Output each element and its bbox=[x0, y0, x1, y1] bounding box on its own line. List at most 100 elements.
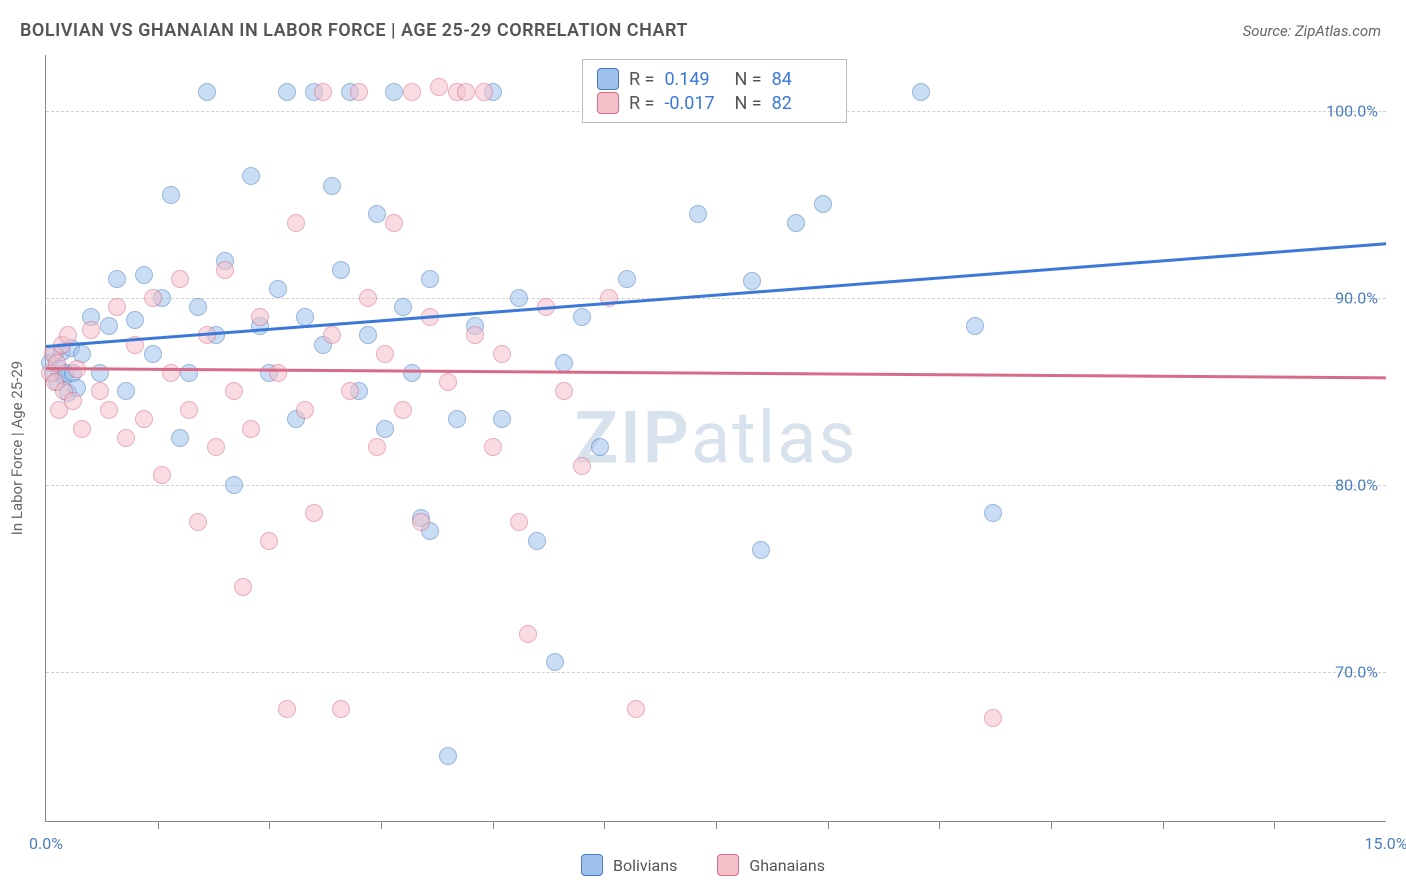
data-point-bolivians bbox=[242, 167, 260, 185]
y-axis-title: In Labor Force | Age 25-29 bbox=[8, 360, 26, 534]
source-attribution: Source: ZipAtlas.com bbox=[1243, 22, 1381, 40]
stats-swatch-ghanaians bbox=[597, 92, 619, 114]
data-point-bolivians bbox=[493, 410, 511, 428]
data-point-ghanaians bbox=[350, 83, 368, 101]
data-point-bolivians bbox=[171, 429, 189, 447]
data-point-bolivians bbox=[359, 326, 377, 344]
data-point-ghanaians bbox=[207, 438, 225, 456]
data-point-ghanaians bbox=[91, 382, 109, 400]
data-point-ghanaians bbox=[368, 438, 386, 456]
data-point-bolivians bbox=[91, 364, 109, 382]
data-point-bolivians bbox=[198, 83, 216, 101]
y-tick-label: 80.0% bbox=[1335, 475, 1378, 494]
data-point-bolivians bbox=[448, 410, 466, 428]
x-tick bbox=[828, 821, 829, 829]
data-point-ghanaians bbox=[466, 326, 484, 344]
data-point-bolivians bbox=[421, 270, 439, 288]
data-point-bolivians bbox=[144, 345, 162, 363]
data-point-bolivians bbox=[100, 317, 118, 335]
stats-legend: R =0.149N =84R =-0.017N =82 bbox=[582, 59, 847, 123]
x-tick bbox=[269, 821, 270, 829]
data-point-bolivians bbox=[376, 420, 394, 438]
data-point-ghanaians bbox=[984, 709, 1002, 727]
data-point-ghanaians bbox=[439, 373, 457, 391]
data-point-bolivians bbox=[439, 747, 457, 765]
data-point-ghanaians bbox=[573, 457, 591, 475]
data-point-ghanaians bbox=[82, 321, 100, 339]
data-point-ghanaians bbox=[341, 382, 359, 400]
trendline-bolivians bbox=[46, 242, 1386, 348]
chart-container: BOLIVIAN VS GHANAIAN IN LABOR FORCE | AG… bbox=[0, 0, 1406, 892]
data-point-ghanaians bbox=[359, 289, 377, 307]
data-point-bolivians bbox=[510, 289, 528, 307]
data-point-bolivians bbox=[385, 83, 403, 101]
data-point-bolivians bbox=[984, 504, 1002, 522]
legend-label-ghanaians: Ghanaians bbox=[749, 856, 825, 875]
data-point-ghanaians bbox=[73, 420, 91, 438]
data-point-bolivians bbox=[368, 205, 386, 223]
data-point-bolivians bbox=[814, 195, 832, 213]
stats-r-label: R = bbox=[629, 69, 654, 90]
stats-r-value-bolivians: 0.149 bbox=[664, 69, 724, 90]
legend-swatch-ghanaians bbox=[717, 854, 739, 876]
y-tick-label: 100.0% bbox=[1326, 102, 1378, 121]
x-tick bbox=[939, 821, 940, 829]
chart-title: BOLIVIAN VS GHANAIAN IN LABOR FORCE | AG… bbox=[20, 20, 688, 41]
y-tick-label: 90.0% bbox=[1335, 288, 1378, 307]
data-point-ghanaians bbox=[385, 214, 403, 232]
data-point-bolivians bbox=[752, 541, 770, 559]
x-tick bbox=[381, 821, 382, 829]
data-point-bolivians bbox=[332, 261, 350, 279]
data-point-bolivians bbox=[618, 270, 636, 288]
data-point-bolivians bbox=[912, 83, 930, 101]
data-point-ghanaians bbox=[555, 382, 573, 400]
x-tick bbox=[158, 821, 159, 829]
legend-item-ghanaians: Ghanaians bbox=[717, 854, 825, 876]
data-point-ghanaians bbox=[251, 308, 269, 326]
data-point-ghanaians bbox=[394, 401, 412, 419]
data-point-bolivians bbox=[180, 364, 198, 382]
data-point-ghanaians bbox=[189, 513, 207, 531]
data-point-bolivians bbox=[555, 354, 573, 372]
stats-n-label: N = bbox=[734, 69, 761, 90]
x-max-label: 15.0% bbox=[1365, 834, 1406, 853]
x-tick bbox=[1274, 821, 1275, 829]
gridline-h bbox=[46, 485, 1386, 486]
data-point-ghanaians bbox=[180, 401, 198, 419]
legend-label-bolivians: Bolivians bbox=[613, 856, 677, 875]
data-point-bolivians bbox=[966, 317, 984, 335]
data-point-ghanaians bbox=[493, 345, 511, 363]
data-point-ghanaians bbox=[242, 420, 260, 438]
data-point-ghanaians bbox=[430, 78, 448, 96]
watermark-zip: ZIP bbox=[574, 396, 690, 481]
data-point-ghanaians bbox=[260, 532, 278, 550]
data-point-ghanaians bbox=[162, 364, 180, 382]
data-point-bolivians bbox=[269, 280, 287, 298]
data-point-bolivians bbox=[528, 532, 546, 550]
watermark: ZIPatlas bbox=[574, 396, 857, 481]
x-tick bbox=[1163, 821, 1164, 829]
plot-area: In Labor Force | Age 25-29 ZIPatlas 70.0… bbox=[45, 55, 1386, 822]
data-point-ghanaians bbox=[269, 364, 287, 382]
data-point-ghanaians bbox=[108, 298, 126, 316]
data-point-bolivians bbox=[126, 311, 144, 329]
x-tick bbox=[493, 821, 494, 829]
x-tick bbox=[604, 821, 605, 829]
legend-item-bolivians: Bolivians bbox=[581, 854, 677, 876]
stats-n-value-ghanaians: 82 bbox=[772, 93, 832, 114]
data-point-ghanaians bbox=[59, 326, 77, 344]
data-point-ghanaians bbox=[412, 513, 430, 531]
data-point-bolivians bbox=[591, 438, 609, 456]
data-point-ghanaians bbox=[475, 83, 493, 101]
stats-r-label: R = bbox=[629, 93, 654, 114]
data-point-bolivians bbox=[162, 186, 180, 204]
data-point-ghanaians bbox=[323, 326, 341, 344]
stats-r-value-ghanaians: -0.017 bbox=[664, 93, 724, 114]
stats-row-bolivians: R =0.149N =84 bbox=[597, 68, 832, 90]
gridline-h bbox=[46, 672, 1386, 673]
trendline-ghanaians bbox=[46, 367, 1386, 379]
data-point-ghanaians bbox=[287, 214, 305, 232]
data-point-ghanaians bbox=[314, 83, 332, 101]
data-point-bolivians bbox=[278, 83, 296, 101]
data-point-ghanaians bbox=[484, 438, 502, 456]
